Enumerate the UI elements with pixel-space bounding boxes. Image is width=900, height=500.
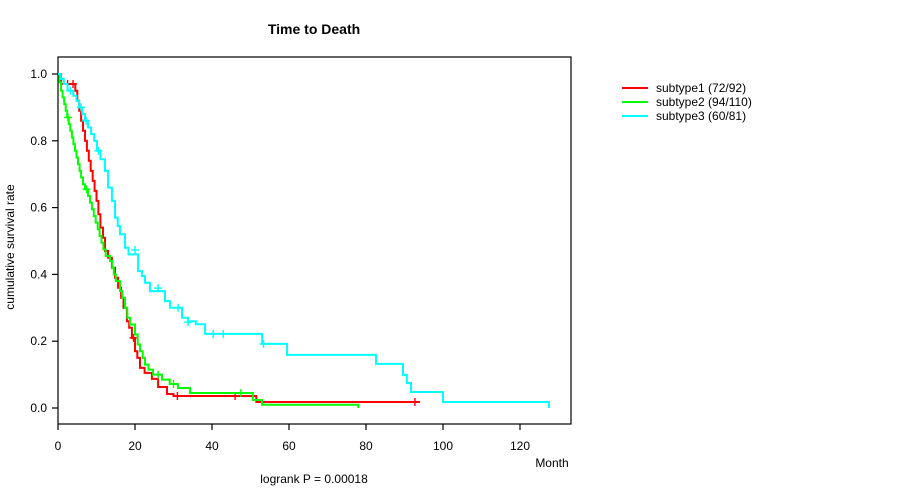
plot-layer: 0 20 40 60 80 100 120 0.0 0.2 0.4 0.6 0.8 1.0 bbox=[30, 67, 550, 453]
legend-label-subtype2: subtype2 (94/110) bbox=[656, 95, 752, 109]
plot-box bbox=[57, 56, 572, 425]
x-tick-label: 80 bbox=[359, 439, 373, 453]
x-tick-label: 100 bbox=[433, 439, 453, 453]
y-tick-label: 0.2 bbox=[30, 334, 47, 348]
y-tick-label: 0.8 bbox=[30, 134, 47, 148]
curve-subtype2 bbox=[58, 73, 360, 408]
curve-subtype3 bbox=[58, 73, 550, 408]
x-tick-label: 40 bbox=[205, 439, 219, 453]
x-tick-label: 60 bbox=[282, 439, 296, 453]
x-axis-label: Month bbox=[535, 456, 568, 470]
y-axis-label: cumulative survival rate bbox=[3, 184, 17, 310]
x-tick-label: 20 bbox=[128, 439, 142, 453]
y-tick-label: 1.0 bbox=[30, 67, 47, 81]
legend-label-subtype1: subtype1 (72/92) bbox=[656, 81, 746, 95]
y-tick-label: 0.4 bbox=[30, 267, 47, 281]
y-tick-label: 0.0 bbox=[30, 401, 47, 415]
x-tick-label: 0 bbox=[55, 439, 62, 453]
x-tick-label: 120 bbox=[510, 439, 530, 453]
chart-title: Time to Death bbox=[268, 21, 360, 37]
curve-subtype1 bbox=[58, 73, 420, 403]
legend: subtype1 (72/92) subtype2 (94/110) subty… bbox=[622, 81, 752, 123]
logrank-footnote: logrank P = 0.00018 bbox=[260, 472, 368, 486]
legend-label-subtype3: subtype3 (60/81) bbox=[656, 109, 746, 123]
y-tick-label: 0.6 bbox=[30, 201, 47, 215]
